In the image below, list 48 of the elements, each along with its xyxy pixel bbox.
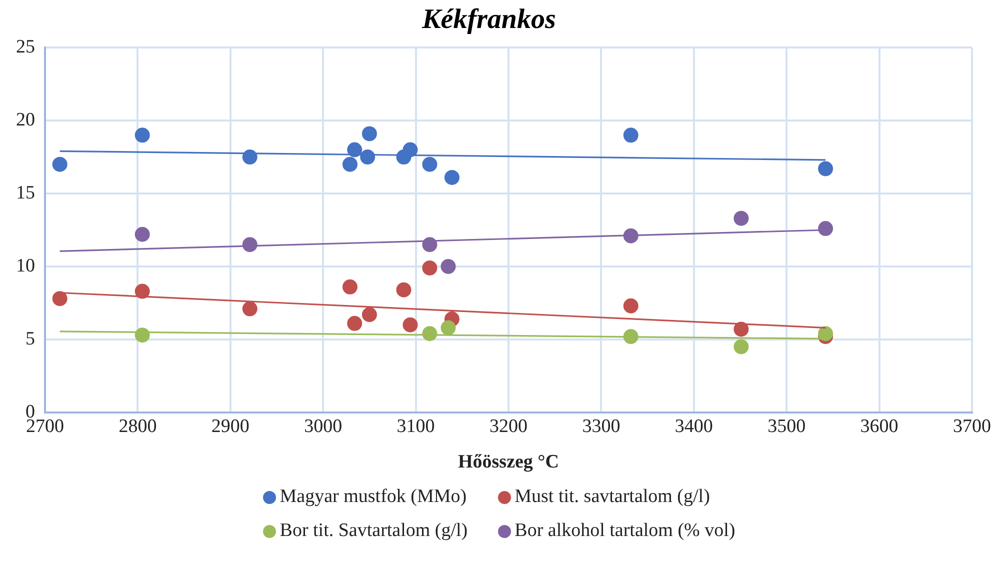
point [440,258,456,274]
point [818,161,834,176]
point [734,210,749,226]
x-tick-label: 3400 [674,416,713,437]
point [734,322,749,337]
point [444,170,460,185]
x-tick-label: 3100 [396,416,435,437]
y-tick-label: 10 [16,255,35,276]
x-tick-label: 3700 [953,416,991,437]
point [402,142,418,158]
point [818,326,834,342]
y-tick-label: 15 [16,182,35,204]
legend-label: Bor alkohol tartalom (% vol) [514,520,736,542]
chart-title: Kékfrankos [421,4,556,36]
point [134,226,150,242]
point [362,126,377,142]
x-tick-label: 3000 [304,416,342,437]
x-tick-label: 3600 [860,416,898,437]
y-tick-label: 5 [26,328,35,350]
y-tick-label: 20 [16,110,35,131]
point [623,298,638,314]
point [422,260,438,276]
point [402,317,418,332]
point [734,339,749,354]
x-tick-label: 2900 [211,416,250,437]
point [422,156,438,172]
y-tick-label: 25 [16,36,35,58]
point [242,301,258,316]
x-tick-label: 2800 [118,416,157,437]
point [342,279,358,294]
point [342,156,358,172]
point [52,156,68,172]
point [818,221,834,236]
point [440,320,456,336]
point [623,128,638,143]
point [134,284,150,299]
x-axis-title: Hőösszeg °C [458,452,560,473]
x-tick-label: 3300 [582,416,620,437]
legend-label: Magyar mustfok (MMo) [280,486,467,508]
point [134,128,150,143]
point [396,282,412,298]
legend-label: Bor tit. Savtartalom (g/l) [280,520,468,542]
x-tick-label: 3200 [490,416,528,437]
x-tick-label: 3500 [768,416,806,437]
point [362,307,377,322]
legend-label: Must tit. savtartalom (g/l) [514,486,710,508]
point [52,291,68,306]
point [347,316,362,331]
